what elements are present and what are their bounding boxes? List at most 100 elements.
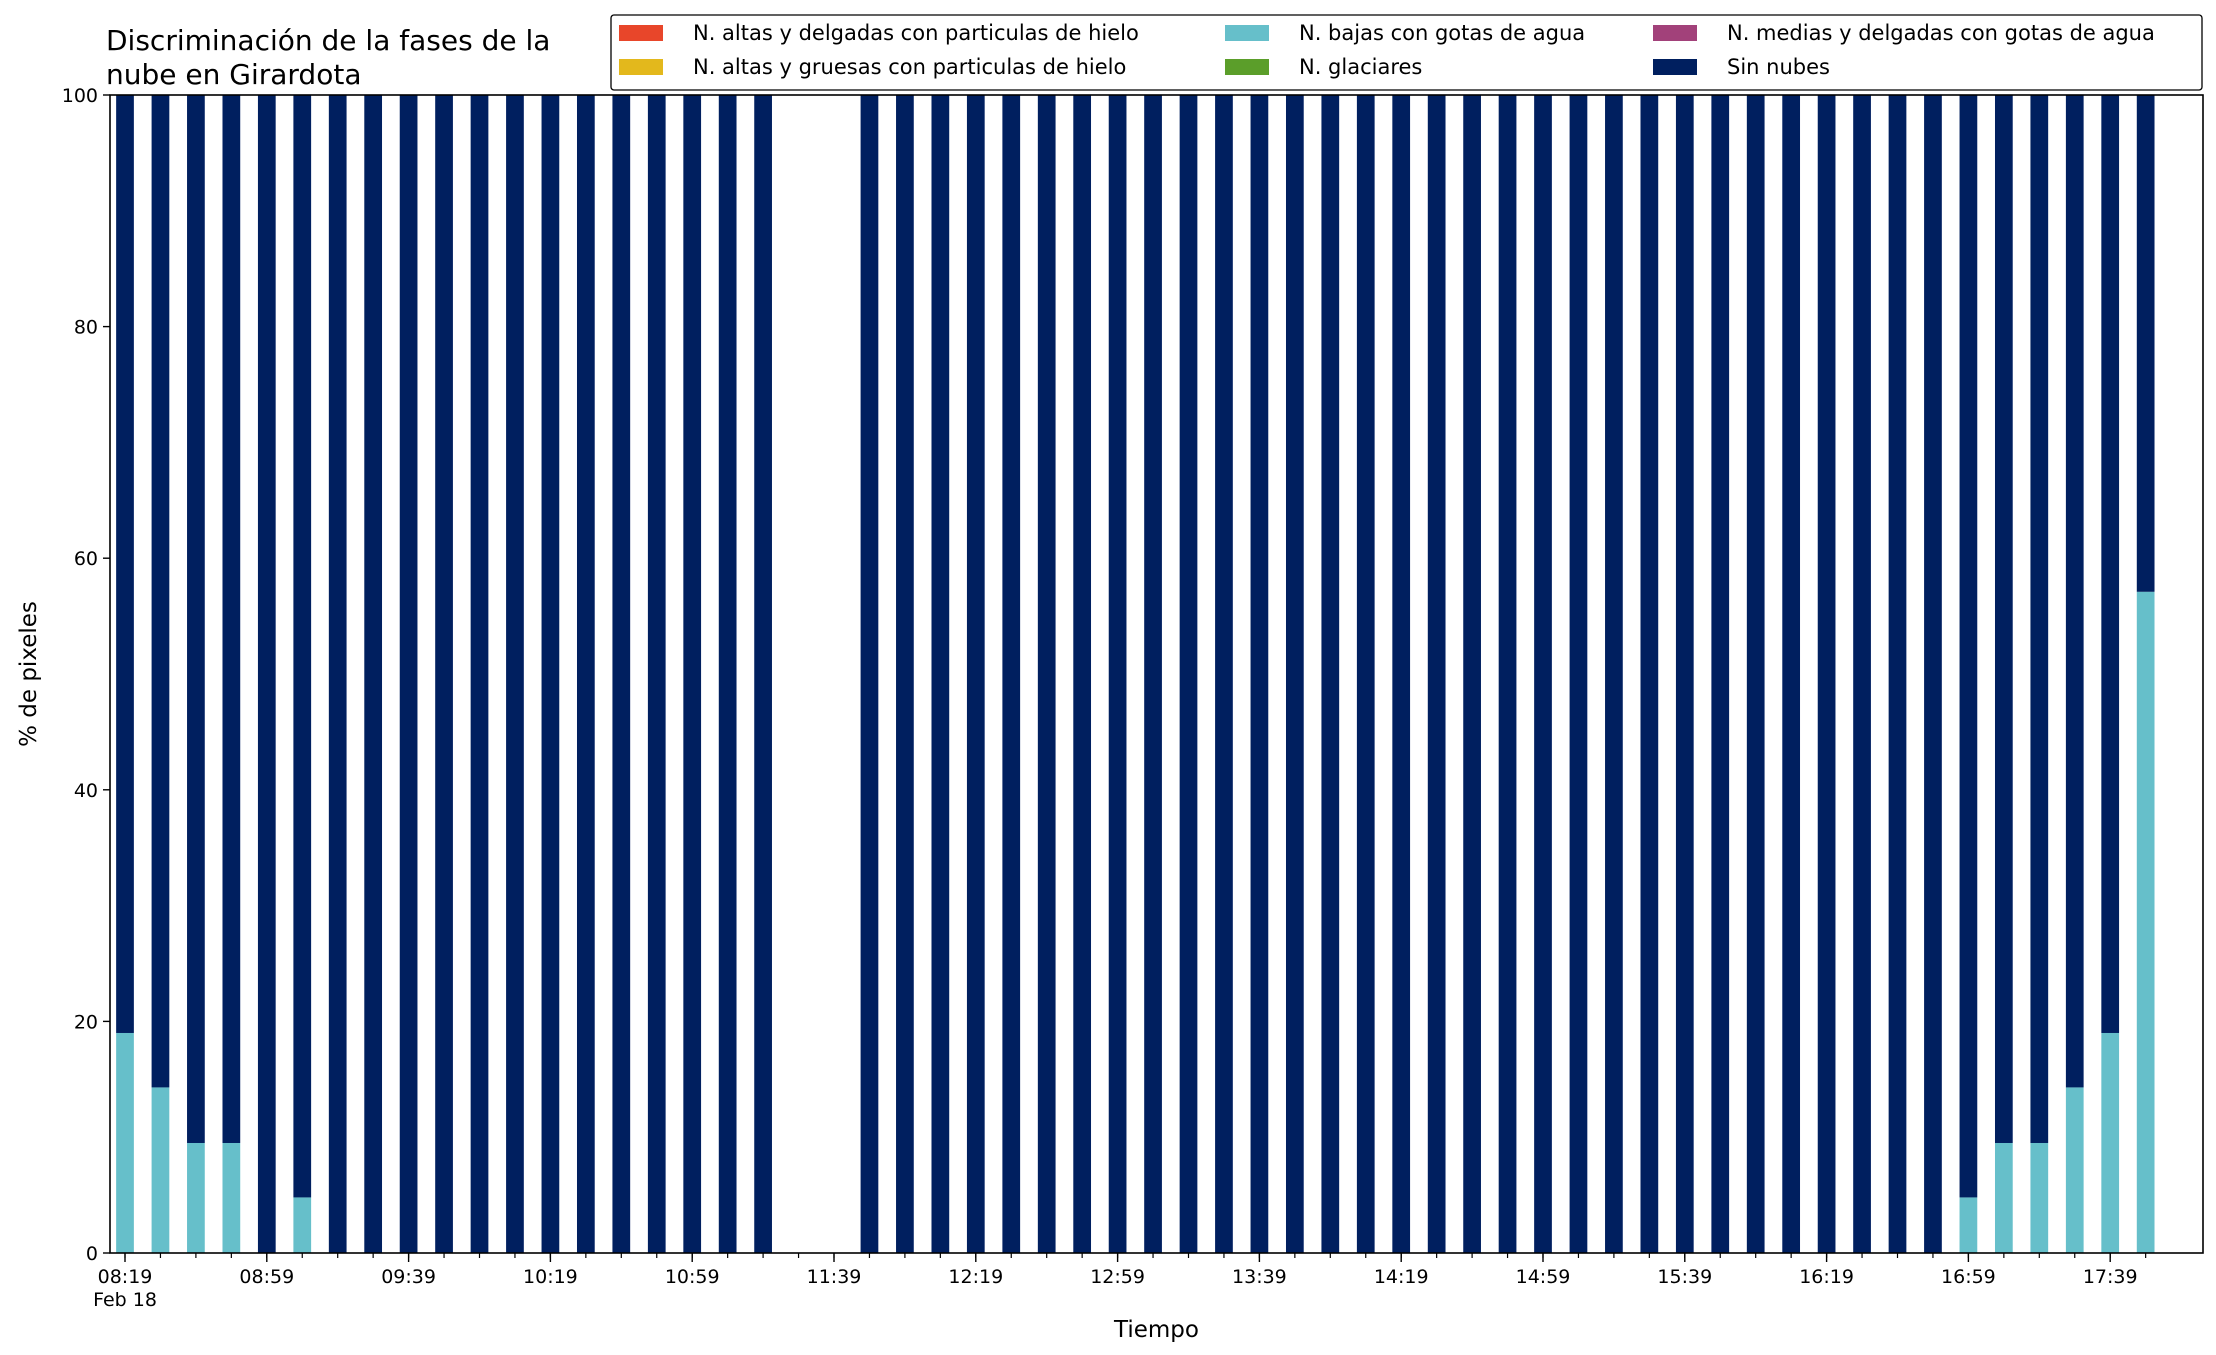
bar-sin-nubes-1219 <box>966 95 985 1253</box>
x-tick-label-1619: 16:19 <box>1799 1266 1854 1288</box>
bar-sin-nubes-1729 <box>2065 95 2084 1088</box>
bar-n-bajas-con-gotas-de-agua-0909 <box>293 1197 312 1253</box>
bar-n-bajas-con-gotas-de-agua-0839 <box>187 1142 205 1253</box>
bar-sin-nubes-1439 <box>1463 95 1481 1253</box>
bar-sin-nubes-1049 <box>647 95 666 1253</box>
bar-sin-nubes-1029 <box>576 95 595 1253</box>
bar-sin-nubes-1519 <box>1605 95 1623 1253</box>
bar-sin-nubes-0839 <box>187 95 205 1143</box>
bar-sin-nubes-1649 <box>1924 95 1942 1253</box>
legend-label-n-medias-y-delgadas-con-gotas-de-agua: N. medias y delgadas con gotas de agua <box>1727 21 2155 45</box>
legend: N. altas y delgadas con particulas de hi… <box>610 14 2203 91</box>
bar-sin-nubes-0939 <box>399 95 418 1253</box>
x-axis-title: Tiempo <box>1113 1317 1199 1343</box>
bar-sin-nubes-1539 <box>1675 95 1694 1253</box>
bar-n-bajas-con-gotas-de-agua-1719 <box>2030 1142 2049 1253</box>
bar-sin-nubes-1059 <box>683 95 702 1253</box>
bar-sin-nubes-1119 <box>754 95 772 1253</box>
bar-sin-nubes-1209 <box>931 95 950 1253</box>
x-tick-label-1339: 13:39 <box>1232 1266 1287 1288</box>
y-tick-label-20: 20 <box>74 1011 98 1033</box>
bar-sin-nubes-1609 <box>1782 95 1801 1253</box>
bar-sin-nubes-1409 <box>1356 95 1375 1253</box>
y-axis-title: % de pixeles <box>16 601 42 747</box>
x-tick-label-0939: 09:39 <box>381 1266 436 1288</box>
x-tick-label-1739: 17:39 <box>2083 1266 2138 1288</box>
x-tick-label-1459: 14:59 <box>1516 1266 1571 1288</box>
bar-sin-nubes-1329 <box>1215 95 1233 1253</box>
bar-sin-nubes-1739 <box>2101 95 2120 1033</box>
legend-swatch-n-altas-y-delgadas-con-particulas-de-hielo <box>619 25 663 41</box>
bar-sin-nubes-1309 <box>1144 95 1162 1253</box>
bar-n-bajas-con-gotas-de-agua-1709 <box>1994 1142 2013 1253</box>
legend-label-n-glaciares: N. glaciares <box>1299 55 1422 79</box>
bar-sin-nubes-0909 <box>293 95 312 1198</box>
bar-sin-nubes-1509 <box>1569 95 1588 1253</box>
bar-sin-nubes-1319 <box>1179 95 1198 1253</box>
legend-label-sin-nubes: Sin nubes <box>1727 55 1830 79</box>
bar-sin-nubes-1549 <box>1711 95 1730 1253</box>
x-tick-label-1659: 16:59 <box>1941 1266 1996 1288</box>
bar-sin-nubes-0949 <box>435 95 453 1253</box>
chart-title-line-2: nube en Girardota <box>106 58 361 91</box>
bar-n-bajas-con-gotas-de-agua-0829 <box>151 1087 170 1253</box>
bar-sin-nubes-1159 <box>896 95 914 1253</box>
bar-n-bajas-con-gotas-de-agua-1739 <box>2101 1032 2120 1253</box>
bar-sin-nubes-1419 <box>1392 95 1411 1253</box>
bar-sin-nubes-1429 <box>1427 95 1446 1253</box>
bar-sin-nubes-1359 <box>1321 95 1340 1253</box>
bars-layer <box>116 95 2155 1253</box>
legend-label-n-bajas-con-gotas-de-agua: N. bajas con gotas de agua <box>1299 21 1585 45</box>
x-tick-label-0819: 08:19 <box>98 1266 153 1288</box>
bar-sin-nubes-1039 <box>612 95 631 1253</box>
bar-sin-nubes-1659 <box>1959 95 1978 1198</box>
plot-frame <box>109 94 2204 1254</box>
bar-sin-nubes-0819 <box>116 95 134 1033</box>
legend-label-n-altas-y-delgadas-con-particulas-de-hielo: N. altas y delgadas con particulas de hi… <box>693 21 1139 45</box>
x-tick-label-0859: 08:59 <box>239 1266 294 1288</box>
legend-swatch-n-medias-y-delgadas-con-gotas-de-agua <box>1653 25 1697 41</box>
legend-swatch-sin-nubes <box>1653 59 1697 75</box>
bar-sin-nubes-1639 <box>1888 95 1907 1253</box>
bar-sin-nubes-0919 <box>328 95 347 1253</box>
legend-swatch-n-altas-y-gruesas-con-particulas-de-hielo <box>619 59 663 75</box>
legend-box <box>610 14 2203 91</box>
bar-sin-nubes-1249 <box>1073 95 1092 1253</box>
bar-sin-nubes-1449 <box>1498 95 1517 1253</box>
bar-sin-nubes-1339 <box>1250 95 1269 1253</box>
bar-sin-nubes-1239 <box>1037 95 1056 1253</box>
x-tick-label-1419: 14:19 <box>1374 1266 1429 1288</box>
bar-sin-nubes-1529 <box>1640 95 1659 1253</box>
bar-sin-nubes-1719 <box>2030 95 2049 1143</box>
bar-n-bajas-con-gotas-de-agua-0849 <box>222 1142 241 1253</box>
bar-n-bajas-con-gotas-de-agua-0819 <box>116 1032 134 1253</box>
bar-sin-nubes-1149 <box>860 95 879 1253</box>
bar-sin-nubes-1259 <box>1108 95 1127 1253</box>
bar-sin-nubes-1229 <box>1002 95 1021 1253</box>
legend-label-n-altas-y-gruesas-con-particulas-de-hielo: N. altas y gruesas con particulas de hie… <box>693 55 1126 79</box>
legend-swatch-n-bajas-con-gotas-de-agua <box>1225 25 1269 41</box>
x-tick-label-1019: 10:19 <box>523 1266 578 1288</box>
bar-sin-nubes-1709 <box>1994 95 2013 1143</box>
y-tick-label-100: 100 <box>62 85 98 107</box>
x-tick-label-1059: 10:59 <box>665 1266 720 1288</box>
bar-sin-nubes-1459 <box>1534 95 1552 1253</box>
bar-sin-nubes-1019 <box>541 95 560 1253</box>
bar-sin-nubes-0829 <box>151 95 170 1088</box>
bar-sin-nubes-0929 <box>364 95 383 1253</box>
x-tick-sublabel-date: Feb 18 <box>93 1289 157 1311</box>
y-tick-label-0: 0 <box>86 1243 98 1265</box>
bar-sin-nubes-1559 <box>1746 95 1765 1253</box>
bar-sin-nubes-1619 <box>1817 95 1836 1253</box>
bar-sin-nubes-1109 <box>718 95 737 1253</box>
legend-swatch-n-glaciares <box>1225 59 1269 75</box>
bar-sin-nubes-0959 <box>470 95 489 1253</box>
x-tick-label-1139: 11:39 <box>807 1266 862 1288</box>
x-tick-label-1219: 12:19 <box>948 1266 1003 1288</box>
bar-sin-nubes-1629 <box>1853 95 1871 1253</box>
y-tick-label-60: 60 <box>74 548 98 570</box>
bar-sin-nubes-1749 <box>2136 95 2155 592</box>
